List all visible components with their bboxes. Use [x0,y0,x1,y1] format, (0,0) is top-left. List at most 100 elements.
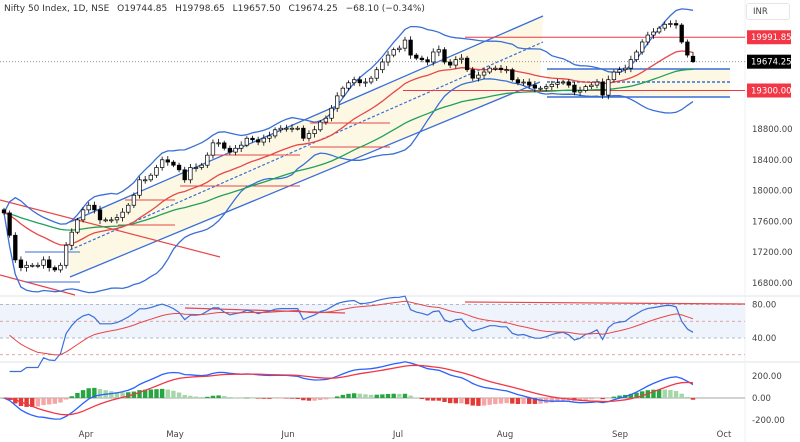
macd-histogram-bar [476,398,481,406]
candle-body [47,259,52,268]
candle [532,81,538,93]
candle [673,19,679,29]
candle-body [498,67,504,71]
macd-histogram-bar [75,392,80,398]
candle-body [69,231,74,246]
macd-histogram-bar [312,398,317,401]
candle [239,141,244,153]
candle [583,84,588,93]
candle-body [493,67,498,70]
candle [154,164,159,178]
candle [165,156,170,166]
candle [606,75,611,100]
candle-body [549,83,554,87]
candle [69,228,74,250]
price-tick-label: 18400.00 [752,156,793,166]
candle-body [267,135,272,139]
macd-histogram-bar [453,398,459,404]
candle [566,79,571,88]
candle [351,76,357,86]
candle [244,136,249,148]
candle [114,214,120,224]
candle-body [7,212,12,236]
candle-body [662,23,667,29]
macd-histogram-bar [69,396,74,398]
macd-histogram-bar [662,389,667,398]
macd-histogram-bar [549,398,555,403]
macd-histogram-bar [92,387,97,398]
change-value: −68.10 (−0.34%) [345,4,425,14]
candle-body [645,34,650,43]
candle [549,80,554,91]
candle-body [24,264,29,268]
candle [634,49,639,62]
candle-body [363,81,368,84]
candle-body [504,69,509,72]
candle [284,124,289,132]
time-tick-label: Apr [79,430,94,440]
price-tick-label: 17600.00 [752,217,793,227]
candle-body [634,51,639,61]
candle-body [30,264,35,267]
candle-body [640,41,645,53]
close-value: C19674.25 [288,4,338,14]
macd-histogram-bar [58,398,63,403]
candle-body [566,81,571,86]
candle [131,192,137,209]
candle-body [109,219,114,222]
candle [222,140,227,151]
candle-body [679,24,684,43]
macd-pane [0,361,745,420]
macd-histogram-bar [340,394,346,398]
candle [261,134,266,146]
macd-histogram-bar [628,393,634,398]
macd-histogram-bar [210,395,216,398]
macd-histogram-bar [142,389,148,398]
macd-histogram-bar [165,389,170,398]
candle-body [323,117,329,123]
candle [640,39,645,55]
candle-body [199,164,204,168]
candle-body [425,59,430,63]
macd-histogram-bar [368,394,374,398]
candle [572,81,577,96]
macd-histogram-bar [583,398,588,400]
candle-body [436,49,442,53]
candle [617,66,622,75]
candle-body [351,79,357,84]
rsi-tick-label: 40.00 [752,334,776,344]
candle-body [589,84,594,88]
macd-histogram-bar [391,393,396,398]
candle [143,175,148,184]
candle [267,131,272,143]
candle [391,47,396,58]
candle-body [137,179,142,196]
candle-body [555,82,560,85]
macd-histogram-bar [329,398,334,399]
candle [227,145,233,155]
macd-histogram-bar [261,398,266,399]
candle [357,76,362,87]
candle [679,23,684,44]
currency-button[interactable]: INR [746,3,790,20]
candle-body [374,69,379,79]
candle [442,47,447,65]
candle-body [527,81,532,86]
candle-body [171,161,176,166]
candle-body [476,74,481,79]
candle [560,79,566,85]
macd-histogram-bar [408,395,413,398]
candle [295,125,300,131]
macd-histogram-bar [318,398,323,401]
candle [52,265,57,273]
price-tag-text: 19674.25 [751,58,792,68]
macd-histogram-bar [114,392,120,398]
candle [63,242,69,269]
candle [380,58,385,74]
macd-histogram-bar [611,396,617,398]
candle [312,125,317,138]
macd-histogram-bar [606,398,611,399]
macd-histogram-bar [493,398,498,405]
drawings [0,15,746,314]
